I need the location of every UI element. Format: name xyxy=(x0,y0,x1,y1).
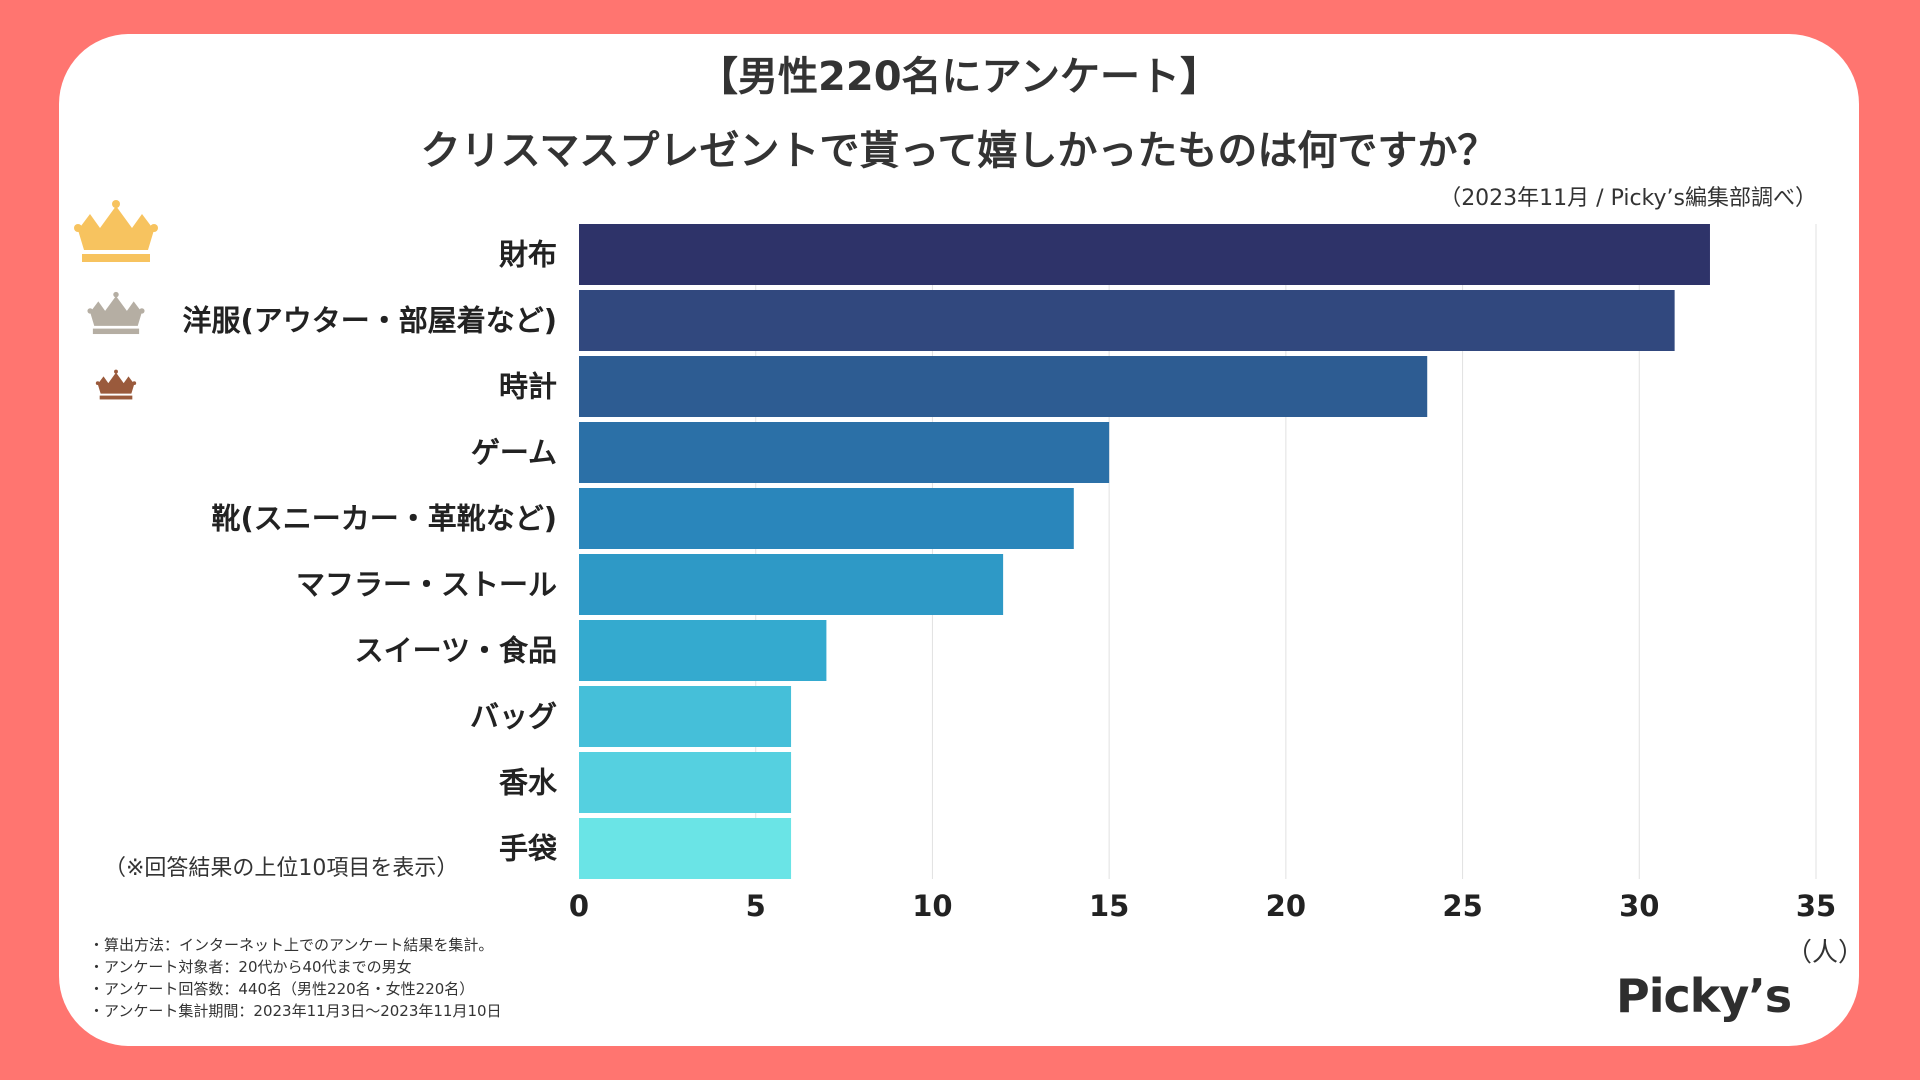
x-tick-label: 20 xyxy=(1266,889,1306,923)
bar xyxy=(579,422,1110,483)
silver-crown-icon xyxy=(87,291,145,335)
footnotes: ・算出方法：インターネット上でのアンケート結果を集計。 ・アンケート対象者：20… xyxy=(89,934,502,1022)
chart-card: 【男性220名にアンケート】 クリスマスプレゼントで貰って嬉しかったものは何です… xyxy=(59,34,1859,1046)
footnote-method: ・算出方法：インターネット上でのアンケート結果を集計。 xyxy=(89,936,494,954)
category-label: 財布 xyxy=(499,238,557,272)
category-label: マフラー・ストール xyxy=(296,568,557,602)
x-tick-label: 10 xyxy=(912,889,952,923)
bar xyxy=(579,356,1428,417)
bar xyxy=(579,620,827,681)
footnote-respondents: ・アンケート回答数：440名（男性220名・女性220名） xyxy=(89,980,475,998)
bar xyxy=(579,224,1710,285)
x-unit-label: （人） xyxy=(1786,938,1859,968)
category-label: 靴(スニーカー・革靴など) xyxy=(211,502,557,536)
chart-title-line1: 【男性220名にアンケート】 xyxy=(698,54,1220,100)
bar xyxy=(579,818,792,879)
source-note: （2023年11月 / Picky’s編集部調べ） xyxy=(1439,186,1817,211)
bar xyxy=(579,686,792,747)
bar xyxy=(579,488,1074,549)
chart-title-line2: クリスマスプレゼントで貰って嬉しかったものは何ですか？ xyxy=(420,128,1498,174)
bronze-crown-icon xyxy=(95,369,137,400)
footnote-period: ・アンケート集計期間：2023年11月3日〜2023年11月10日 xyxy=(89,1002,502,1020)
x-tick-label: 15 xyxy=(1089,889,1129,923)
category-label: 時計 xyxy=(499,370,557,404)
category-label: 洋服(アウター・部屋着など) xyxy=(182,304,557,338)
x-tick-label: 25 xyxy=(1442,889,1482,923)
category-label: バッグ xyxy=(470,700,557,734)
x-tick-label: 35 xyxy=(1796,889,1836,923)
bar xyxy=(579,752,792,813)
bar xyxy=(579,554,1004,615)
x-tick-label: 30 xyxy=(1619,889,1659,923)
category-label: ゲーム xyxy=(471,436,557,470)
x-tick-label: 5 xyxy=(746,889,766,923)
gold-crown-icon xyxy=(74,200,158,262)
bar xyxy=(579,290,1675,351)
category-label: スイーツ・食品 xyxy=(355,634,557,668)
top10-note: （※回答結果の上位10項目を表示） xyxy=(104,856,459,881)
pickys-logo: Picky’s xyxy=(1616,969,1792,1023)
category-label: 手袋 xyxy=(499,832,557,866)
x-tick-label: 0 xyxy=(569,889,589,923)
category-label: 香水 xyxy=(499,766,558,800)
footnote-target: ・アンケート対象者：20代から40代までの男女 xyxy=(89,958,412,976)
